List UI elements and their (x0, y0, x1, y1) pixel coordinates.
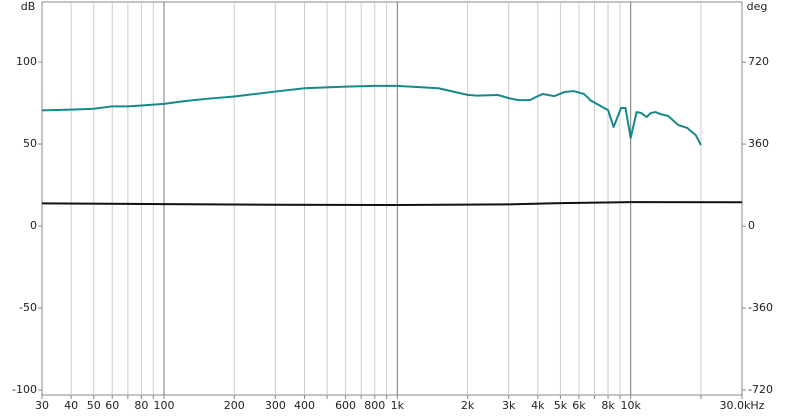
x-tick-label: 4k (531, 399, 545, 412)
plot-area (41, 1, 743, 396)
y2-tick-label: 0 (748, 219, 755, 232)
y-unit: dB (21, 0, 36, 13)
y-tick-label: -100 (12, 383, 37, 396)
x-tick-label: 6k (572, 399, 586, 412)
x-tick-label: 60 (105, 399, 119, 412)
series-line (41, 201, 743, 207)
x-tick-label: 30.0kHz (720, 399, 765, 412)
x-tick-label: 5k (554, 399, 568, 412)
x-tick-label: 800 (364, 399, 385, 412)
y2-tick-label: 360 (748, 137, 769, 150)
y-tick-label: 50 (23, 137, 37, 150)
x-tick-label: 400 (294, 399, 315, 412)
x-tick-label: 2k (461, 399, 475, 412)
series-line (41, 84, 702, 146)
x-tick-label: 3k (502, 399, 516, 412)
x-tick-label: 200 (224, 399, 245, 412)
x-tick-label: 40 (64, 399, 78, 412)
x-tick-label: 600 (335, 399, 356, 412)
y-tick-label: 0 (30, 219, 37, 232)
x-tick-label: 8k (601, 399, 615, 412)
x-tick-label: 50 (87, 399, 101, 412)
x-tick-label: 100 (154, 399, 175, 412)
x-tick-label: 300 (265, 399, 286, 412)
x-tick-label: 30 (35, 399, 49, 412)
x-tick-label: 80 (134, 399, 148, 412)
y2-tick-label: -720 (748, 383, 773, 396)
y-tick-label: -50 (19, 301, 37, 314)
y-tick-label: 100 (16, 55, 37, 68)
x-tick-label: 10k (620, 399, 641, 412)
y2-tick-label: -360 (748, 301, 773, 314)
y2-unit: deg (747, 0, 768, 13)
y2-tick-label: 720 (748, 55, 769, 68)
x-tick-label: 1k (391, 399, 405, 412)
